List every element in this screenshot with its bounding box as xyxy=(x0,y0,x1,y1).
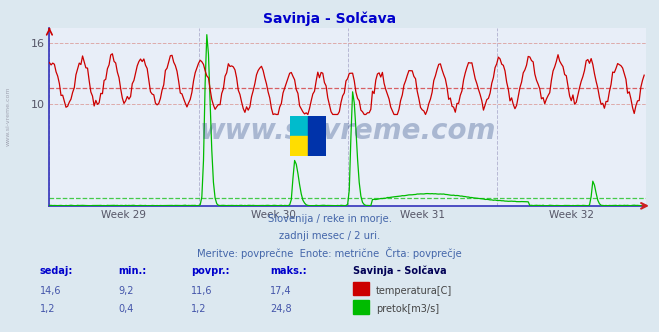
Text: 24,8: 24,8 xyxy=(270,304,292,314)
Text: zadnji mesec / 2 uri.: zadnji mesec / 2 uri. xyxy=(279,231,380,241)
Text: 14,6: 14,6 xyxy=(40,286,61,296)
Text: maks.:: maks.: xyxy=(270,266,307,276)
Text: temperatura[C]: temperatura[C] xyxy=(376,286,452,296)
Bar xyxy=(290,116,308,136)
Text: 0,4: 0,4 xyxy=(119,304,134,314)
Bar xyxy=(290,136,308,156)
Text: 9,2: 9,2 xyxy=(119,286,134,296)
Text: 1,2: 1,2 xyxy=(40,304,55,314)
Text: 11,6: 11,6 xyxy=(191,286,213,296)
Text: 1,2: 1,2 xyxy=(191,304,207,314)
Text: pretok[m3/s]: pretok[m3/s] xyxy=(376,304,439,314)
Text: Slovenija / reke in morje.: Slovenija / reke in morje. xyxy=(268,214,391,224)
Text: 17,4: 17,4 xyxy=(270,286,292,296)
Text: Meritve: povprečne  Enote: metrične  Črta: povprečje: Meritve: povprečne Enote: metrične Črta:… xyxy=(197,247,462,259)
Text: Savinja - Solčava: Savinja - Solčava xyxy=(263,12,396,26)
Text: Savinja - Solčava: Savinja - Solčava xyxy=(353,265,446,276)
Text: www.si-vreme.com: www.si-vreme.com xyxy=(5,86,11,146)
Text: sedaj:: sedaj: xyxy=(40,266,73,276)
Text: www.si-vreme.com: www.si-vreme.com xyxy=(200,117,496,145)
Bar xyxy=(308,116,326,156)
Text: povpr.:: povpr.: xyxy=(191,266,229,276)
Text: min.:: min.: xyxy=(119,266,147,276)
